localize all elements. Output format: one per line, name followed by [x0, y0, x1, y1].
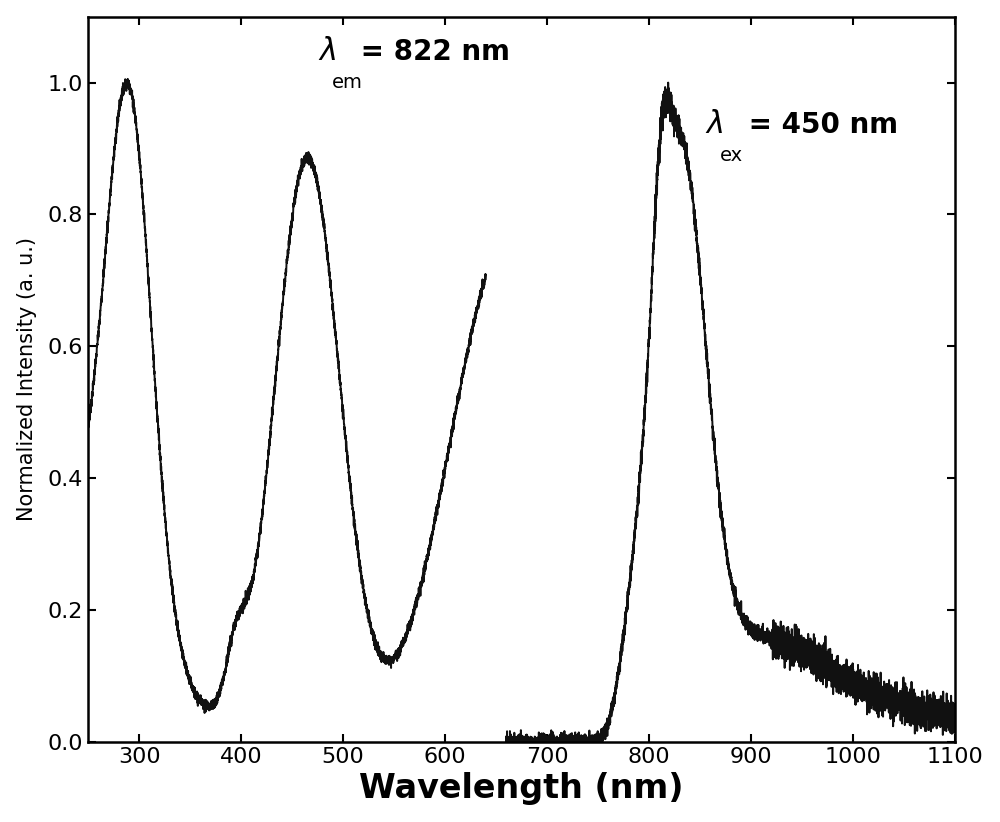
Text: $\lambda$: $\lambda$ — [705, 109, 723, 139]
Text: em: em — [332, 73, 363, 93]
Y-axis label: Normalized Intensity (a. u.): Normalized Intensity (a. u.) — [17, 238, 37, 521]
Text: $\lambda$: $\lambda$ — [318, 37, 336, 66]
Text: ex: ex — [719, 146, 743, 165]
Text: = 822 nm: = 822 nm — [351, 38, 510, 66]
X-axis label: Wavelength (nm): Wavelength (nm) — [359, 773, 684, 806]
Text: = 450 nm: = 450 nm — [739, 111, 898, 139]
